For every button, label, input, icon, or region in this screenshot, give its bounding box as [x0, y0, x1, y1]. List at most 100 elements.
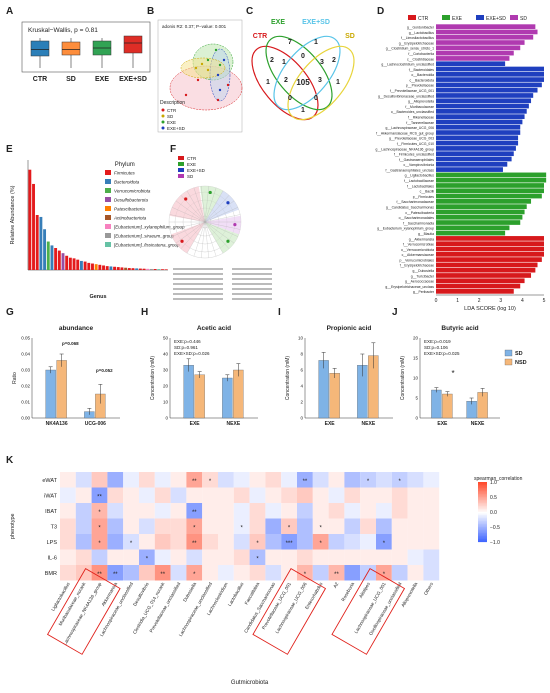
- panel-k-cell: [391, 549, 408, 565]
- panel-k-cell: [91, 503, 108, 519]
- panel-f-bar: [436, 225, 510, 231]
- panel-k-cell-star: **: [113, 572, 118, 578]
- panel-d-bar: [39, 216, 43, 270]
- panel-k-cell-star: *: [193, 572, 196, 578]
- panelI-title: Propionic acid: [327, 325, 372, 332]
- panel-e-node: [226, 239, 230, 243]
- panel-k-legend-tick: −0.5: [490, 525, 500, 531]
- panel-a-box-SD: [61, 41, 81, 56]
- panel-b-point: [218, 63, 222, 67]
- panel-k-cell: [376, 549, 392, 565]
- panel-k-cell: [218, 518, 234, 534]
- panel-e-key-line: [232, 298, 272, 300]
- panel-k-colorbar-step: [478, 485, 487, 487]
- panel-f-row-label: g__Desulfovibrionaceae_unclassified: [378, 94, 434, 98]
- panel-f-legend-label: SD: [520, 16, 527, 22]
- panel-b-legend-label: EXE+SD: [167, 126, 186, 131]
- panel-e-branch: [204, 221, 209, 258]
- panel-k-cell: [123, 503, 139, 519]
- panel-b-legend-dot: [161, 114, 165, 118]
- panel-f-row-label: f__Firmicutes_UCG_010: [397, 142, 434, 146]
- panelG-pvalue: p=0.052: [96, 368, 113, 373]
- venn-count: 1: [336, 79, 340, 86]
- panel-e-clade: [205, 215, 241, 235]
- panel-k-cell: [281, 503, 297, 519]
- panel-e-branch: [175, 200, 206, 223]
- panel-k-cell: [407, 534, 424, 550]
- panel-k-cell-star: *: [383, 541, 386, 547]
- panel-f-bar: [436, 246, 544, 252]
- panel-letter-D: D: [377, 6, 384, 17]
- panelJ-stat: EXE×SD:p=0.025: [424, 351, 460, 356]
- panel-k-col-label: Candidatus_Saccharimonas: [243, 581, 276, 634]
- panel-d-bar: [94, 264, 98, 270]
- panel-e-branch: [172, 207, 206, 223]
- panelH-title: Acetic acid: [197, 325, 231, 332]
- panel-e-key-line: [173, 298, 223, 300]
- panel-k-cell: [407, 472, 424, 488]
- panel-k-cell: [202, 549, 218, 565]
- panelI-ylabel: Concentration (mM): [285, 356, 291, 401]
- panel-k-cell: [154, 487, 171, 503]
- panel-f-row-label: c__Clostridiaceae: [407, 57, 434, 61]
- panel-k-cell: [233, 487, 250, 503]
- panel-k-cell: [91, 534, 108, 550]
- panel-b-legend-dot: [161, 120, 165, 124]
- panel-k-cell: [170, 487, 187, 503]
- panelH-ytick: 10: [163, 400, 169, 405]
- panel-f-xtick: 4: [521, 298, 524, 304]
- panel-k-cell-star: **: [97, 494, 102, 500]
- panel-k-cell: [218, 565, 234, 581]
- panel-e-branch: [169, 214, 206, 223]
- panel-e-legend-swatch: [178, 156, 184, 160]
- panel-d-bar: [61, 253, 65, 270]
- panel-d-bar: [135, 268, 139, 270]
- panel-k-cell: [91, 565, 108, 581]
- venn-count: 0: [288, 95, 292, 102]
- panel-k-cell: [233, 503, 250, 519]
- panel-k-col-label: Alloprevotella: [400, 581, 418, 608]
- panel-k-col-label: Dubosiella: [182, 581, 197, 602]
- panel-f-bar: [436, 103, 529, 109]
- panel-k-row-label: LPS: [47, 540, 58, 546]
- panel-f-row-label: g__Lachnospiraceae_NK4A136_group: [376, 147, 435, 151]
- panel-f-row-label: g__Lachnoclostridium_unclassified: [381, 63, 434, 67]
- panel-e-branch: [204, 221, 224, 254]
- panel-k-cell: [218, 503, 234, 519]
- panel-k-cell: [123, 534, 139, 550]
- panel-f-legend-label: EXE: [452, 16, 463, 22]
- panelG-bar: [45, 369, 56, 419]
- panel-k-cell: [139, 534, 155, 550]
- panel-f-xtick: 5: [543, 298, 546, 304]
- panelJ-legend-swatch: [504, 349, 513, 357]
- panel-k-cell-star: **: [334, 572, 339, 578]
- panel-a-xlabel: EXE+SD: [119, 76, 147, 83]
- panel-f-bar: [436, 193, 542, 199]
- panel-k-cell: [60, 518, 76, 534]
- panel-f-bar: [436, 146, 516, 151]
- panel-k-cell: [186, 472, 203, 488]
- panel-d-legend-title: Phylum: [115, 162, 135, 168]
- panel-k-cell: [407, 565, 424, 581]
- panel-k-cell: [75, 549, 92, 565]
- panel-f-xlabel: LDA SCORE (log 10): [464, 306, 516, 312]
- venn-count: 0: [314, 95, 318, 102]
- panel-f-bar: [436, 29, 538, 35]
- panel-k-cell: [170, 472, 187, 488]
- panel-f-row-label: g__Akkermansia: [409, 237, 434, 241]
- panel-b-point: [194, 66, 198, 70]
- panelG-pvalue: p=0.068: [62, 341, 79, 346]
- panel-d-bar: [142, 268, 146, 270]
- panel-k-cell: [139, 549, 155, 565]
- panel-f-bar: [436, 220, 521, 225]
- venn-count: 105: [296, 78, 310, 87]
- panel-k-cell: [312, 472, 329, 488]
- panelJ-ytick: 15: [413, 356, 419, 361]
- panel-k-col-label: Roseburia: [340, 581, 355, 602]
- panelH-ylabel: Concentration (mM): [150, 356, 156, 401]
- panel-b-point: [206, 68, 210, 72]
- panel-e-clade: [169, 186, 205, 222]
- panel-k-cell: [202, 472, 218, 488]
- panel-k-cell: [265, 549, 282, 565]
